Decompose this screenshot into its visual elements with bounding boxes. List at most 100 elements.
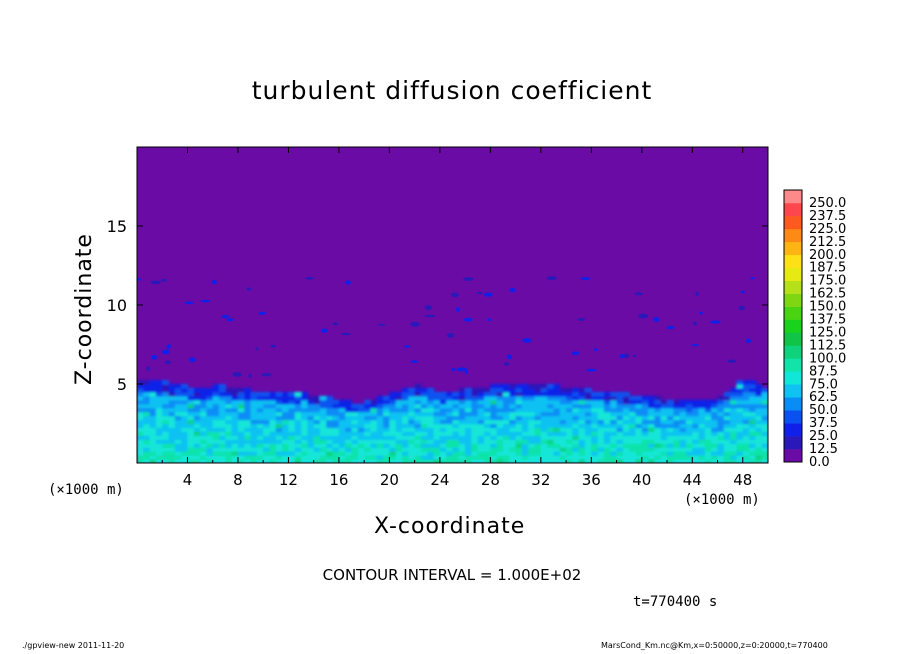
- field-cell: [332, 439, 340, 444]
- field-cell: [553, 419, 561, 425]
- field-cell: [338, 407, 346, 413]
- field-cell: [654, 435, 662, 440]
- field-cell: [168, 403, 176, 409]
- field-cell: [761, 443, 768, 448]
- field-cell: [187, 439, 195, 444]
- field-cell: [155, 395, 163, 401]
- field-cell: [667, 447, 674, 452]
- field-cell: [206, 439, 214, 444]
- field-cell: [395, 435, 403, 440]
- field-cell: [219, 384, 226, 389]
- field-cell: [471, 443, 479, 448]
- field-cell: [471, 427, 479, 432]
- field-cell: [370, 451, 378, 456]
- field-cell: [572, 431, 580, 436]
- field-cell: [610, 447, 618, 452]
- field-cell: [629, 423, 637, 428]
- field-blob: [305, 276, 315, 280]
- field-cell: [395, 427, 403, 432]
- field-cell: [357, 415, 365, 421]
- field-cell: [654, 399, 662, 405]
- field-cell: [692, 399, 700, 405]
- field-cell: [484, 419, 491, 425]
- field-cell: [345, 411, 353, 417]
- field-cell: [389, 411, 397, 417]
- field-cell: [433, 399, 441, 405]
- field-cell: [591, 407, 599, 413]
- field-cell: [736, 423, 744, 428]
- field-cell: [553, 395, 561, 401]
- field-cell: [155, 419, 163, 425]
- field-cell: [263, 443, 271, 448]
- field-cell: [351, 443, 359, 448]
- field-cell: [603, 451, 611, 456]
- field-cell: [244, 431, 252, 436]
- field-cell: [471, 403, 479, 409]
- field-cell: [566, 455, 573, 460]
- field-cell: [742, 455, 750, 460]
- field-cell: [187, 407, 195, 413]
- field-cell: [402, 391, 409, 397]
- field-cell: [402, 395, 409, 401]
- field-cell: [389, 399, 397, 405]
- field-cell: [143, 455, 151, 460]
- field-cell: [553, 435, 561, 440]
- field-cell: [711, 431, 719, 436]
- field-cell: [282, 399, 289, 405]
- field-cell: [326, 451, 334, 456]
- field-cell: [212, 459, 220, 463]
- field-cell: [320, 443, 327, 448]
- field-cell: [244, 407, 252, 413]
- field-cell: [686, 431, 693, 436]
- field-cell: [326, 455, 334, 460]
- field-cell: [679, 451, 687, 456]
- field-cell: [521, 403, 529, 409]
- field-cell: [288, 443, 296, 448]
- field-cell: [528, 415, 536, 421]
- field-cell: [528, 431, 536, 436]
- field-cell: [307, 415, 315, 421]
- field-cell: [149, 419, 157, 425]
- field-cell: [370, 415, 378, 421]
- field-cell: [193, 391, 201, 397]
- field-cell: [471, 423, 479, 428]
- field-cell: [320, 451, 327, 456]
- field-cell: [200, 395, 207, 401]
- field-cell: [679, 423, 687, 428]
- field-cell: [320, 419, 327, 425]
- field-cell: [749, 407, 756, 413]
- field-cell: [181, 391, 189, 397]
- field-cell: [143, 423, 151, 428]
- field-cell: [389, 451, 397, 456]
- field-cell: [559, 431, 567, 436]
- field-cell: [736, 451, 744, 456]
- field-cell: [547, 395, 555, 401]
- field-blob: [332, 322, 339, 326]
- field-cell: [509, 391, 517, 397]
- field-cell: [149, 423, 157, 428]
- field-cell: [509, 423, 517, 428]
- field-cell: [755, 443, 763, 448]
- field-cell: [288, 459, 296, 463]
- field-cell: [509, 431, 517, 436]
- field-cell: [572, 443, 580, 448]
- field-cell: [465, 403, 472, 409]
- field-cell: [414, 391, 422, 397]
- field-cell: [528, 411, 536, 417]
- field-cell: [490, 455, 498, 460]
- field-cell: [698, 407, 706, 413]
- field-cell: [187, 447, 195, 452]
- field-cell: [364, 411, 372, 417]
- field-cell: [521, 447, 529, 452]
- field-cell: [181, 415, 189, 421]
- field-cell: [730, 399, 737, 405]
- field-cell: [376, 407, 384, 413]
- field-cell: [181, 443, 189, 448]
- colorbar-label: 200.0: [809, 248, 846, 263]
- field-cell: [149, 384, 157, 389]
- colorbar-label: 225.0: [809, 222, 846, 237]
- field-cell: [149, 439, 157, 444]
- chart-title: turbulent diffusion coefficient: [251, 76, 653, 105]
- field-cell: [137, 423, 144, 428]
- field-cell: [717, 435, 725, 440]
